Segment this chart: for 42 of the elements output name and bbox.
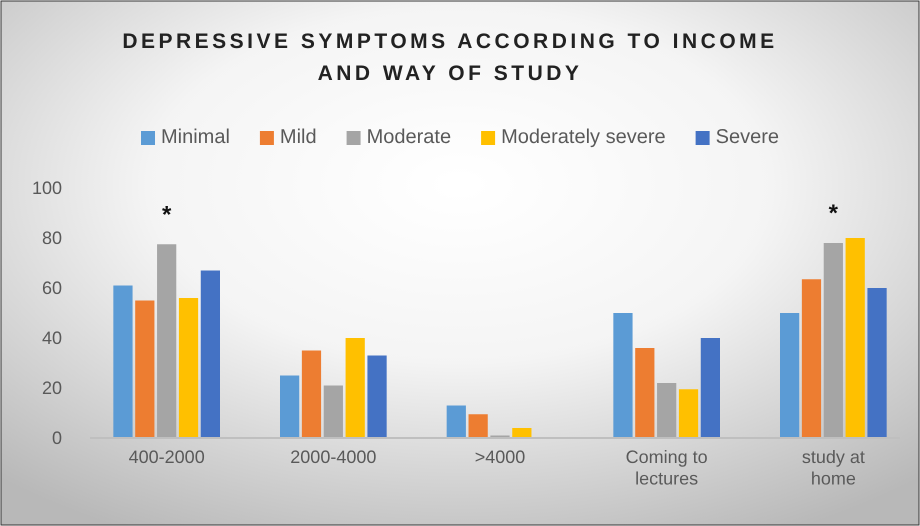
bar [867,288,887,438]
bar [346,338,365,438]
y-tick-label: 20 [42,378,62,398]
legend-label: Mild [280,126,317,148]
annotation: * [828,200,839,227]
y-tick-label: 100 [32,178,62,198]
bar [780,313,800,438]
bar [280,376,300,438]
bar [200,270,220,438]
bar [678,389,698,438]
bar [824,243,843,438]
bar [613,313,633,438]
bar [157,244,176,438]
bar [135,300,154,438]
x-tick-label: Coming to lectures [626,446,708,488]
bar [468,414,488,438]
bar [802,279,822,438]
bar [846,238,865,438]
chart-title: DEPRESSIVE SYMPTOMS ACCORDING TO INCOME AND WAY OF STUDY [122,30,778,85]
y-tick-label: 80 [42,228,62,248]
bar [324,386,343,438]
y-tick-label: 40 [42,328,62,348]
bar [302,350,322,438]
x-tick-label: study at home [802,446,865,488]
legend-label: Severe [716,126,779,148]
bar [446,406,466,438]
bar [512,428,532,438]
x-tick-label: 400-2000 [128,446,205,467]
bar [657,383,676,438]
bar [635,348,654,438]
legend-label: Moderately severe [501,126,666,148]
y-tick-label: 60 [42,278,62,298]
legend-label: Moderate [366,126,452,148]
y-tick-label: 0 [52,428,62,448]
legend-label: Minimal [161,126,230,148]
annotation: * [162,201,172,228]
bar [113,286,133,438]
x-tick-label: >4000 [474,446,526,467]
bar [178,298,198,438]
x-tick-label: 2000-4000 [290,446,376,467]
bar [700,338,720,438]
bar [367,356,387,438]
